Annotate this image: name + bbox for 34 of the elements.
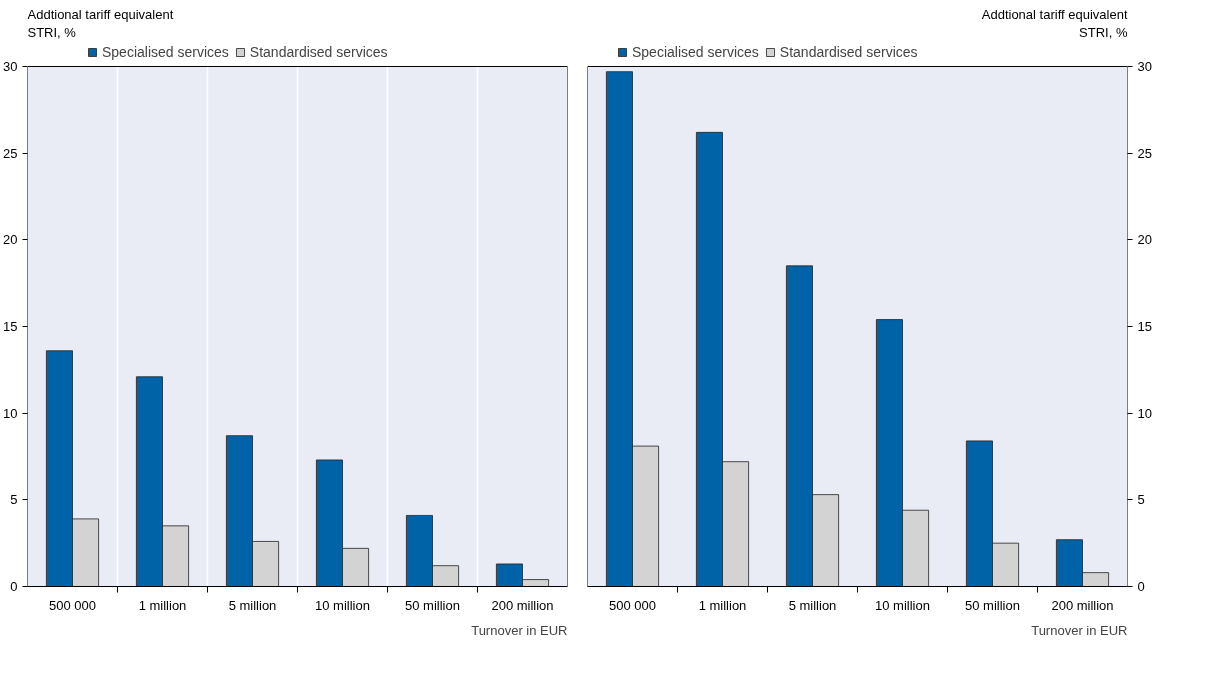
x-axis-title: Turnover in EUR [471, 622, 568, 638]
x-tick-label: 200 million [491, 597, 554, 613]
legend-label: Specialised services [102, 44, 229, 60]
y-tick-label: 15 [3, 319, 18, 334]
x-tick-label: 5 million [228, 597, 277, 613]
y-tick-label: 30 [1137, 59, 1152, 74]
y-tick-label: 30 [3, 59, 18, 74]
y-tick-label: 25 [3, 145, 18, 161]
legend-label: Standardised services [249, 44, 388, 60]
y-tick-label: 10 [1137, 405, 1152, 421]
y-axis-title: Addtional tariff equivalent STRI, % [981, 6, 1128, 40]
y-axis-title: Addtional tariff equivalent STRI, % [27, 6, 174, 40]
y-tick-label: 10 [3, 405, 18, 421]
y-tick-label: 20 [3, 232, 18, 248]
x-tick-label: 1 million [138, 597, 187, 613]
y-tick-label: 5 [1137, 492, 1145, 508]
x-tick-label: 10 million [875, 597, 930, 613]
y-tick-label: 0 [1137, 579, 1145, 594]
legend-label: Standardised services [779, 44, 918, 60]
x-tick-label: 50 million [405, 597, 460, 613]
x-tick-label: 10 million [315, 597, 370, 613]
x-tick-label: 50 million [965, 597, 1020, 613]
y-tick-label: 5 [10, 492, 18, 508]
y-tick-label: 15 [1137, 319, 1152, 334]
y-tick-label: 25 [1137, 145, 1152, 161]
x-tick-label: 5 million [788, 597, 837, 613]
x-tick-label: 500 000 [609, 597, 656, 613]
x-tick-label: 1 million [698, 597, 747, 613]
y-tick-label: 0 [10, 579, 18, 594]
x-tick-label: 200 million [1051, 597, 1114, 613]
x-axis-title: Turnover in EUR [1031, 622, 1128, 638]
x-tick-label: 500 000 [49, 597, 96, 613]
legend-label: Specialised services [632, 44, 759, 60]
y-tick-label: 20 [1137, 232, 1152, 248]
